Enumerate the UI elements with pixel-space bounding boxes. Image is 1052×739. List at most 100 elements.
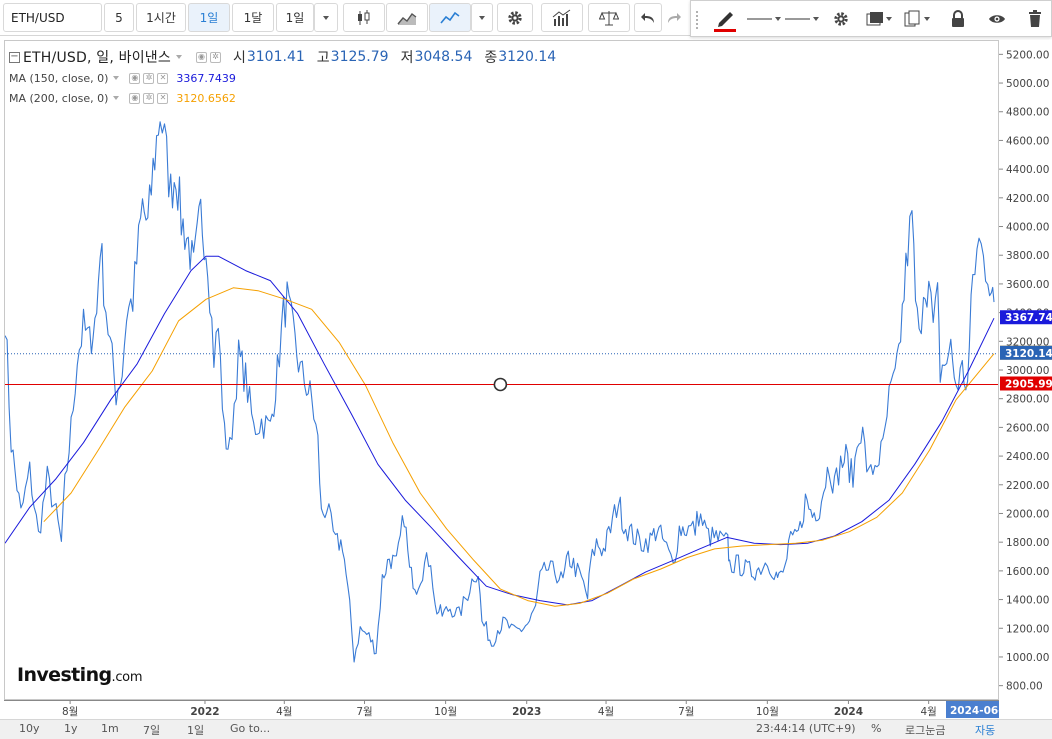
x-tick-label: 4월 xyxy=(598,706,614,718)
y-tick-label: 3800.00 xyxy=(1006,250,1049,262)
y-tick-label: 3000.00 xyxy=(1006,365,1049,377)
range-1y-button[interactable]: 1y xyxy=(64,722,78,735)
chevron-down-icon xyxy=(323,15,329,20)
logo-suffix: .com xyxy=(111,670,143,685)
range-1m-button[interactable]: 1m xyxy=(101,722,119,735)
price-chart xyxy=(5,121,998,663)
chevron-down-icon[interactable] xyxy=(175,55,182,59)
interval-5-button[interactable]: 5 xyxy=(104,3,134,32)
price-label-box xyxy=(1000,345,1052,360)
price-label-text: 3120.14 xyxy=(1005,348,1052,360)
y-tick-label: 4800.00 xyxy=(1006,107,1049,119)
settings-button[interactable] xyxy=(497,3,533,32)
y-tick-label: 1400.00 xyxy=(1006,595,1049,607)
percent-toggle[interactable]: % xyxy=(871,722,882,735)
y-tick-label: 1000.00 xyxy=(1006,652,1049,664)
chart-type-dropdown-button[interactable] xyxy=(471,3,493,32)
y-tick-label: 1200.00 xyxy=(1006,623,1049,635)
close-icon[interactable]: ✕ xyxy=(157,92,169,104)
line-chart-button[interactable] xyxy=(429,3,471,32)
visibility-button[interactable] xyxy=(981,5,1013,33)
clone-button[interactable] xyxy=(901,5,935,33)
x-tick-label: 4월 xyxy=(276,706,292,718)
collapse-icon[interactable]: − xyxy=(9,51,20,63)
chart-plot-area[interactable] xyxy=(4,40,999,700)
gear-icon[interactable]: ✲ xyxy=(209,51,221,63)
time-axis[interactable]: 8월 2022 4월 7월 10월 2023 4월 7월 10월 2024 4월 xyxy=(4,700,999,718)
drawing-settings-button[interactable] xyxy=(825,5,857,33)
drawing-handle xyxy=(493,377,508,392)
y-tick-label: 5200.00 xyxy=(1006,49,1049,61)
y-tick-label: 1800.00 xyxy=(1006,537,1049,549)
interval-1h-button[interactable]: 1시간 xyxy=(136,3,186,32)
delete-button[interactable] xyxy=(1021,5,1049,33)
x-tick-label: 4월 xyxy=(920,706,936,718)
line-chart-icon xyxy=(440,11,460,24)
interval-5-label: 5 xyxy=(115,10,123,25)
chart-legend: − ETH/USD, 일, 바이낸스 ◉ ✲ 시 3101.41 고 3125.79… xyxy=(9,46,556,108)
clone-icon xyxy=(904,10,930,27)
gear-icon[interactable]: ✲ xyxy=(143,92,155,104)
drag-handle[interactable] xyxy=(693,5,701,33)
clock-text: 23:44:14 (UTC+9) xyxy=(756,722,856,735)
auto-scale-toggle[interactable]: 자동 xyxy=(975,724,996,737)
series-line-ma-200-close-0 xyxy=(43,287,995,607)
y-tick-label: 3600.00 xyxy=(1006,279,1049,291)
y-tick-label: 2000.00 xyxy=(1006,508,1049,520)
line-style-button[interactable] xyxy=(746,5,782,33)
ma150-name: MA (150, close, 0) xyxy=(9,71,109,85)
eye-icon[interactable]: ◉ xyxy=(195,51,207,63)
price-label-box xyxy=(1000,376,1052,391)
goto-button[interactable]: Go to... xyxy=(230,722,271,735)
legend-high-value: 3125.79 xyxy=(330,49,389,65)
lock-icon xyxy=(952,10,964,27)
line-style-icon xyxy=(747,17,781,21)
area-chart-button[interactable] xyxy=(386,3,428,32)
interval-1d-button[interactable]: 1일 xyxy=(188,3,230,32)
redo-icon xyxy=(668,12,681,23)
undo-icon xyxy=(641,12,654,23)
interval-more-button[interactable]: 1일 xyxy=(276,3,314,32)
line-color-button[interactable] xyxy=(709,5,741,33)
chevron-down-icon[interactable] xyxy=(113,96,120,100)
ma200-value: 3120.6562 xyxy=(176,91,236,105)
undo-button[interactable] xyxy=(634,3,662,32)
symbol-input[interactable]: ETH/USD xyxy=(3,3,102,32)
candlestick-icon xyxy=(358,9,370,25)
investing-logo: Investing.com xyxy=(17,664,143,686)
eye-icon[interactable]: ◉ xyxy=(129,92,141,104)
lock-button[interactable] xyxy=(943,5,973,33)
x-tick-label: 2022 xyxy=(190,706,219,718)
redo-button[interactable] xyxy=(662,3,686,32)
symbol-text: ETH/USD xyxy=(11,10,65,25)
interval-1m-button[interactable]: 1달 xyxy=(232,3,274,32)
layers-icon xyxy=(866,12,892,26)
x-tick-label: 2023 xyxy=(512,706,541,718)
chevron-down-icon[interactable] xyxy=(113,76,120,80)
candlestick-button[interactable] xyxy=(343,3,385,32)
indicators-button[interactable] xyxy=(541,3,583,32)
close-icon[interactable]: ✕ xyxy=(157,72,169,84)
price-label-box xyxy=(1000,310,1052,325)
x-tick-label: 10월 xyxy=(756,706,779,718)
gear-icon[interactable]: ✲ xyxy=(143,72,155,84)
time-axis-svg: 8월 2022 4월 7월 10월 2023 4월 7월 10월 2024 4월 xyxy=(4,700,999,718)
layers-button[interactable] xyxy=(863,5,895,33)
line-width-icon xyxy=(785,17,819,21)
range-1d-button[interactable]: 1일 xyxy=(187,724,205,737)
legend-close-label: 종 xyxy=(484,50,498,66)
range-10y-button[interactable]: 10y xyxy=(19,722,40,735)
compare-button[interactable] xyxy=(588,3,630,32)
legend-low-label: 저 xyxy=(400,50,414,66)
eye-icon xyxy=(989,15,1005,23)
price-axis[interactable]: 800.00 1000.00 1200.00 1400.00 1600.00 1800.0… xyxy=(999,40,1052,700)
y-tick-label: 2200.00 xyxy=(1006,480,1049,492)
log-scale-toggle[interactable]: 로그눈금 xyxy=(905,724,946,737)
y-tick-label: 2400.00 xyxy=(1006,451,1049,463)
interval-dropdown-button[interactable] xyxy=(314,3,338,32)
line-width-button[interactable] xyxy=(784,5,820,33)
legend-main-row: − ETH/USD, 일, 바이낸스 ◉ ✲ 시 3101.41 고 3125.79… xyxy=(9,46,556,68)
ma150-value: 3367.7439 xyxy=(176,71,236,85)
eye-icon[interactable]: ◉ xyxy=(129,72,141,84)
range-7d-button[interactable]: 7일 xyxy=(143,724,161,737)
